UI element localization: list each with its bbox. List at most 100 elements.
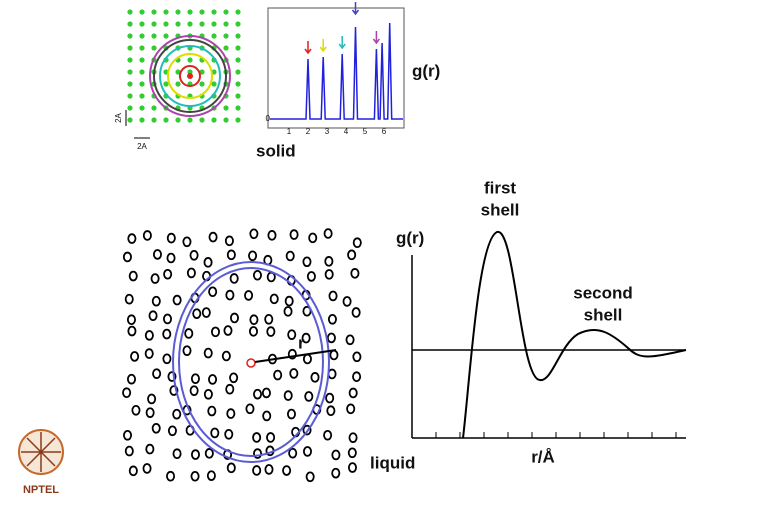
lattice-atom [163,21,168,26]
particle [173,410,180,419]
rdf-curve [463,232,686,438]
particle [265,465,272,474]
lattice-atom [151,105,156,110]
particle [132,406,139,415]
liquid-rdf-plot [412,232,686,438]
particle [328,333,335,342]
particle [226,291,233,300]
particle [205,349,212,358]
solid-lattice [127,9,240,122]
particle [206,449,213,458]
lattice-atom [163,117,168,122]
particle [163,330,170,339]
particle [327,406,334,415]
lattice-atom [223,21,228,26]
lattice-atom [187,9,192,14]
lattice-atom [235,33,240,38]
lattice-atom [151,9,156,14]
particle [343,297,350,306]
peak-arrow [320,39,326,51]
lattice-atom [235,105,240,110]
lattice-atom [199,9,204,14]
particle [208,407,215,416]
particle [349,433,356,442]
x-tick-label: 1 [287,127,292,136]
lattice-atom [235,9,240,14]
lattice-atom [235,45,240,50]
x-tick-label: 4 [344,127,349,136]
particle [205,390,212,399]
particle [123,388,130,397]
lattice-atom [211,33,216,38]
lattice-atom [127,93,132,98]
particle [311,373,318,382]
particle [309,233,316,242]
particle [308,272,315,281]
particle [209,233,216,242]
particle [253,433,260,442]
lattice-atom [139,45,144,50]
radius-label: r [298,333,305,352]
particle [164,315,171,324]
particle [290,369,297,378]
particle [223,352,230,361]
particle [147,408,154,417]
scale-label: 2A [114,112,123,122]
lattice-atom [235,57,240,62]
lattice-atom [151,21,156,26]
particle [227,409,234,418]
annotation: second [573,283,633,302]
particle [350,389,357,398]
slide: 2A 2A 0 g(r) solid r liquid g(r) r/Å fir… [0,0,763,505]
liquid-particles [123,229,361,481]
lattice-atom [235,21,240,26]
peak-arrow [339,36,345,48]
lattice-atom [127,105,132,110]
annotation: first [484,178,516,197]
lattice-atom [175,117,180,122]
particle [245,291,252,300]
particle [267,433,274,442]
lattice-atom [139,105,144,110]
particle [183,346,190,355]
particle [348,250,355,259]
particle [148,395,155,404]
logo: NPTEL [19,430,63,496]
lattice-atom [127,9,132,14]
lattice-atom [211,81,216,86]
lattice-atom [175,21,180,26]
particle [128,375,135,384]
particle [225,430,232,439]
particle [226,385,233,394]
particle [209,375,216,384]
particle [283,466,290,475]
lattice-atom [139,21,144,26]
particle [191,386,198,395]
particle [204,258,211,267]
particle [347,404,354,413]
particle [287,252,294,261]
particle [304,447,311,456]
particle [163,354,170,363]
particle [228,250,235,259]
particle [183,237,190,246]
particle [250,315,257,324]
lattice-atom [187,57,192,62]
rdf-curve [270,23,403,119]
particle [130,466,137,475]
lattice-atom [235,81,240,86]
particle [332,451,339,460]
lattice-atom [127,57,132,62]
particle [330,351,337,360]
x-tick-label: 3 [325,127,330,136]
particle [288,410,295,419]
particle [249,251,256,260]
particle [228,463,235,472]
particle [286,297,293,306]
lattice-atom [211,9,216,14]
lattice-atom [163,81,168,86]
lattice-atom [127,117,132,122]
particle [128,327,135,336]
particle [329,292,336,301]
particle [329,315,336,324]
